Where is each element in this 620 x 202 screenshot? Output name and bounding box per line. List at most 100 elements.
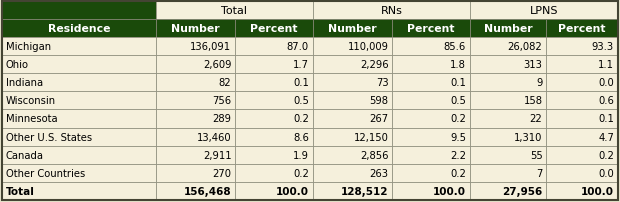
Text: RNs: RNs xyxy=(381,6,402,16)
Bar xyxy=(236,38,313,56)
Bar xyxy=(392,128,470,146)
Text: 7: 7 xyxy=(536,168,542,178)
Text: 1.9: 1.9 xyxy=(293,150,309,160)
Bar xyxy=(470,164,546,182)
Bar xyxy=(392,20,470,38)
Text: 87.0: 87.0 xyxy=(287,42,309,52)
Text: 12,150: 12,150 xyxy=(353,132,389,142)
Text: Percent: Percent xyxy=(559,24,606,34)
Text: 27,956: 27,956 xyxy=(502,186,542,196)
Bar xyxy=(2,38,156,56)
Bar xyxy=(2,74,156,92)
Text: Canada: Canada xyxy=(6,150,44,160)
Bar xyxy=(156,2,313,20)
Text: 0.1: 0.1 xyxy=(293,78,309,88)
Text: 0.2: 0.2 xyxy=(450,114,466,124)
Text: Number: Number xyxy=(171,24,220,34)
Text: 0.5: 0.5 xyxy=(293,96,309,106)
Bar xyxy=(313,164,392,182)
Bar xyxy=(236,146,313,164)
Text: 0.2: 0.2 xyxy=(293,114,309,124)
Bar xyxy=(313,38,392,56)
Text: 1.8: 1.8 xyxy=(450,60,466,70)
Text: 93.3: 93.3 xyxy=(592,42,614,52)
Text: Total: Total xyxy=(6,186,35,196)
Bar xyxy=(313,56,392,74)
Text: 263: 263 xyxy=(370,168,389,178)
Bar xyxy=(313,110,392,128)
Bar xyxy=(470,146,546,164)
Bar xyxy=(236,164,313,182)
Bar xyxy=(156,182,236,200)
Bar xyxy=(392,110,470,128)
Text: 0.1: 0.1 xyxy=(598,114,614,124)
Bar xyxy=(392,92,470,110)
Bar xyxy=(546,20,618,38)
Text: 156,468: 156,468 xyxy=(184,186,231,196)
Bar xyxy=(156,92,236,110)
Text: Indiana: Indiana xyxy=(6,78,43,88)
Bar xyxy=(470,110,546,128)
Text: 22: 22 xyxy=(529,114,542,124)
Bar xyxy=(470,92,546,110)
Bar xyxy=(546,164,618,182)
Bar xyxy=(470,20,546,38)
Bar xyxy=(236,56,313,74)
Text: 2,296: 2,296 xyxy=(360,60,389,70)
Bar xyxy=(2,164,156,182)
Bar xyxy=(392,164,470,182)
Text: 85.6: 85.6 xyxy=(444,42,466,52)
Text: Ohio: Ohio xyxy=(6,60,29,70)
Text: 2,856: 2,856 xyxy=(360,150,389,160)
Text: LPNS: LPNS xyxy=(529,6,558,16)
Text: 1,310: 1,310 xyxy=(514,132,542,142)
Text: 9.5: 9.5 xyxy=(450,132,466,142)
Bar xyxy=(546,92,618,110)
Bar xyxy=(236,128,313,146)
Text: 289: 289 xyxy=(213,114,231,124)
Bar xyxy=(313,182,392,200)
Text: 0.6: 0.6 xyxy=(598,96,614,106)
Text: 0.0: 0.0 xyxy=(598,168,614,178)
Bar xyxy=(2,110,156,128)
Bar xyxy=(2,128,156,146)
Bar xyxy=(236,110,313,128)
Text: Residence: Residence xyxy=(48,24,110,34)
Text: 0.0: 0.0 xyxy=(598,78,614,88)
Bar xyxy=(313,92,392,110)
Text: 13,460: 13,460 xyxy=(197,132,231,142)
Bar xyxy=(546,74,618,92)
Text: 8.6: 8.6 xyxy=(293,132,309,142)
Bar xyxy=(236,20,313,38)
Text: Percent: Percent xyxy=(250,24,298,34)
Bar xyxy=(156,74,236,92)
Text: 2.2: 2.2 xyxy=(450,150,466,160)
Text: 26,082: 26,082 xyxy=(508,42,542,52)
Bar xyxy=(313,146,392,164)
Text: Minnesota: Minnesota xyxy=(6,114,58,124)
Bar xyxy=(392,38,470,56)
Bar xyxy=(236,182,313,200)
Bar xyxy=(392,74,470,92)
Bar xyxy=(2,2,156,20)
Text: 100.0: 100.0 xyxy=(433,186,466,196)
Text: 1.7: 1.7 xyxy=(293,60,309,70)
Bar xyxy=(313,74,392,92)
Bar xyxy=(156,128,236,146)
Bar xyxy=(392,146,470,164)
Bar xyxy=(546,146,618,164)
Bar xyxy=(156,164,236,182)
Bar xyxy=(2,56,156,74)
Text: 136,091: 136,091 xyxy=(190,42,231,52)
Text: 598: 598 xyxy=(370,96,389,106)
Text: Other Countries: Other Countries xyxy=(6,168,86,178)
Bar xyxy=(313,20,392,38)
Bar xyxy=(546,56,618,74)
Text: 270: 270 xyxy=(213,168,231,178)
Text: 1.1: 1.1 xyxy=(598,60,614,70)
Text: 55: 55 xyxy=(529,150,542,160)
Text: 128,512: 128,512 xyxy=(341,186,389,196)
Bar xyxy=(392,182,470,200)
Text: Total: Total xyxy=(221,6,247,16)
Text: Number: Number xyxy=(329,24,377,34)
